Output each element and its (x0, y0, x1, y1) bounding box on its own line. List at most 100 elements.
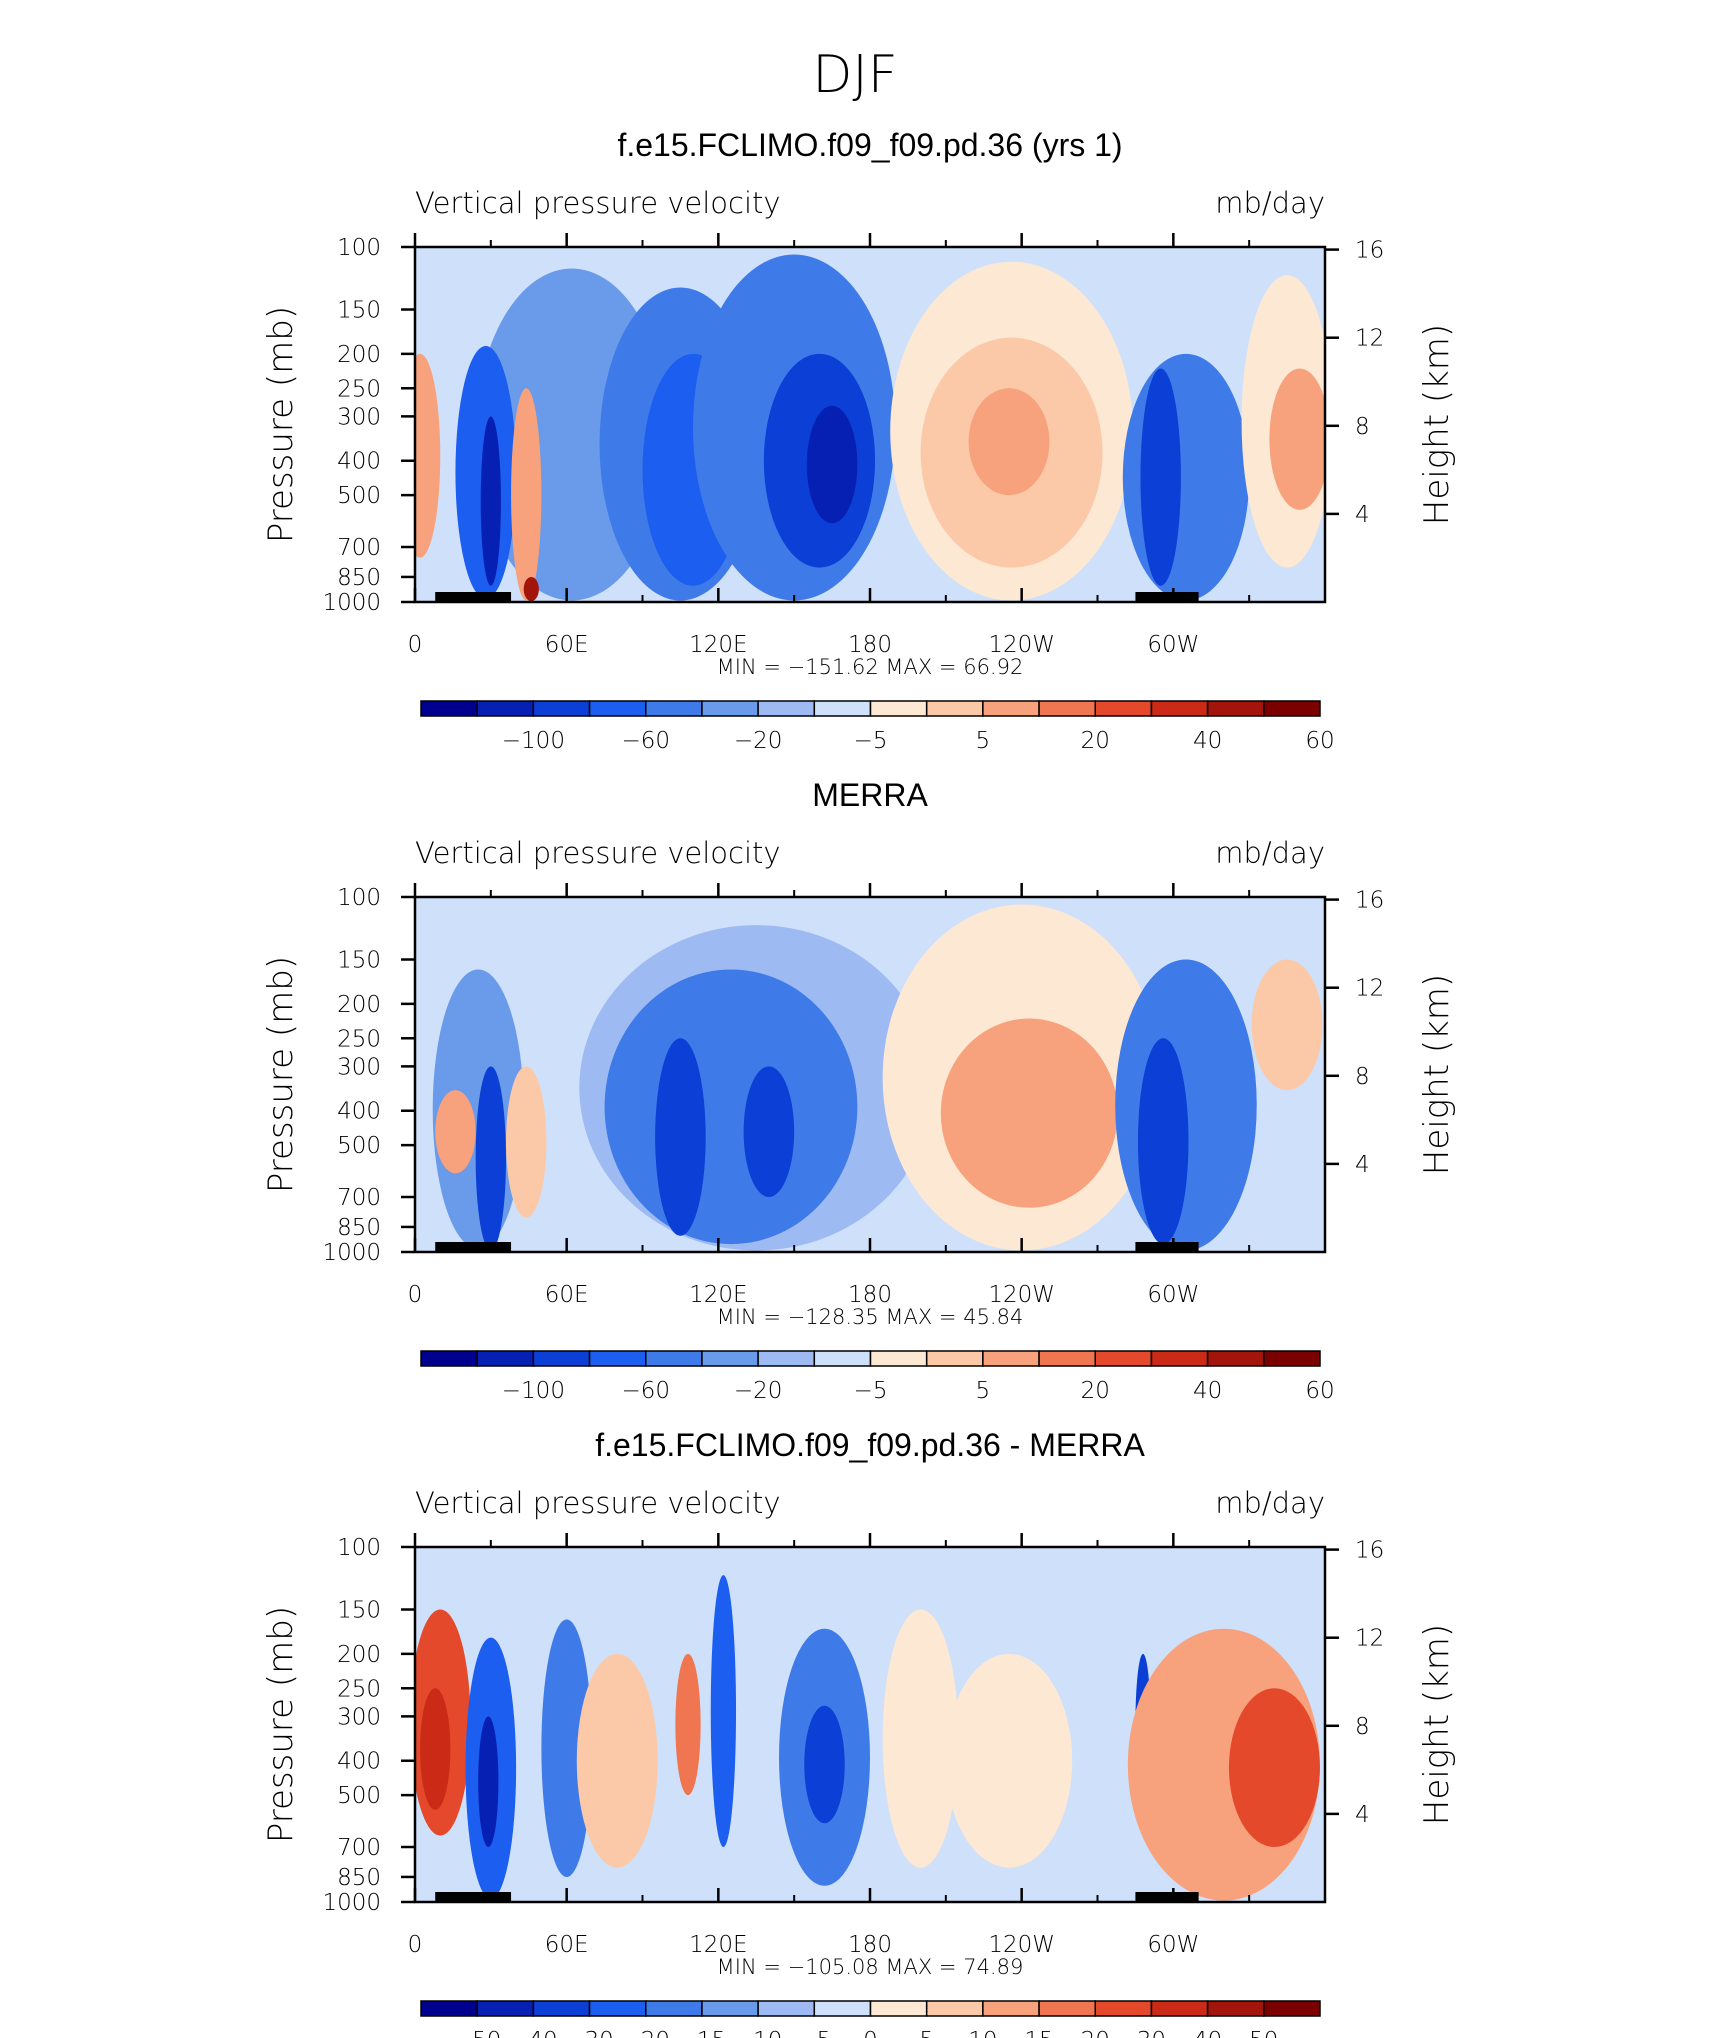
colorbar-label: −20 (734, 1378, 783, 1404)
x-tick-label: 120E (689, 1932, 747, 1958)
topography (490, 1892, 512, 1902)
colorbar-label: −5 (854, 728, 888, 754)
contour-region (1251, 959, 1323, 1091)
y-tick-label: 1000 (322, 590, 381, 616)
y-tick-label: 100 (337, 1535, 381, 1561)
y-tick-label: 850 (337, 1215, 381, 1241)
y-tick-label: 150 (337, 1598, 381, 1624)
contour-region (415, 353, 441, 558)
contour-region (743, 1066, 795, 1198)
field-layer (415, 247, 1325, 602)
y-tick-label: 500 (337, 1783, 381, 1809)
colorbar-label: 20 (1081, 1378, 1110, 1404)
contour-region (480, 416, 501, 586)
y-tick-label: 150 (337, 298, 381, 324)
y2-tick-label: 4 (1355, 502, 1370, 528)
left-label: Vertical pressure velocity (415, 836, 781, 870)
min-max-stats: MIN = −105.08 MAX = 74.89 (717, 1955, 1024, 1979)
colorbar-swatch (1263, 700, 1321, 717)
colorbar-label: 5 (919, 2028, 934, 2038)
topography (490, 592, 512, 602)
y-tick-label: 200 (337, 1642, 381, 1668)
colorbar-swatch (1038, 1350, 1096, 1367)
x-tick-label: 0 (408, 1932, 423, 1958)
colorbar-label: 40 (1193, 728, 1222, 754)
colorbar-swatch (1094, 700, 1153, 717)
x-tick-label: 120W (988, 632, 1055, 658)
topography (1135, 592, 1199, 602)
x-tick-label: 60W (1147, 1282, 1199, 1308)
contour-region (804, 1705, 845, 1824)
colorbar-swatch (757, 2000, 816, 2017)
colorbar-swatch (588, 700, 647, 717)
contour-region (882, 1609, 959, 1868)
x-tick-label: 60E (545, 632, 589, 658)
y2-tick-label: 12 (1355, 976, 1384, 1002)
colorbar-swatch (420, 2000, 478, 2017)
colorbar-swatch (1150, 700, 1209, 717)
y2-tick-label: 4 (1355, 1152, 1370, 1178)
colorbar-swatch (532, 1350, 591, 1367)
colorbar-swatch (476, 1350, 535, 1367)
x-tick-label: 180 (848, 1932, 892, 1958)
topography (435, 592, 496, 602)
y-tick-label: 300 (337, 404, 381, 430)
colorbar-swatch (1094, 2000, 1153, 2017)
colorbar-swatch (982, 1350, 1040, 1367)
colorbar-label: 50 (1249, 2028, 1278, 2038)
colorbar-swatch (1038, 700, 1096, 717)
colorbar-label: 40 (1193, 2028, 1222, 2038)
colorbar-label: −50 (453, 2028, 502, 2038)
y-tick-label: 150 (337, 948, 381, 974)
colorbar-swatch (1263, 1350, 1321, 1367)
colorbar-swatch (757, 700, 816, 717)
colorbar-label: 60 (1305, 1378, 1334, 1404)
x-tick-label: 120W (988, 1282, 1055, 1308)
colorbar-swatch (645, 700, 703, 717)
colorbar-label: −5 (797, 2028, 831, 2038)
colorbar-swatch (982, 2000, 1040, 2017)
contour-region (1140, 368, 1181, 586)
colorbar-label: 15 (1024, 2028, 1053, 2038)
chart-panel: f.e15.FCLIMO.f09_f09.pd.36 (yrs 1) Vertic… (261, 127, 1457, 754)
panel-title: MERRA (812, 777, 928, 813)
x-tick-label: 60W (1147, 1932, 1199, 1958)
x-tick-label: 180 (848, 1282, 892, 1308)
panel-title: f.e15.FCLIMO.f09_f09.pd.36 (yrs 1) (617, 127, 1122, 163)
colorbar-label: −30 (565, 2028, 614, 2038)
chart-panel: MERRA Vertical pressure velocity mb/day 0 60… (261, 777, 1457, 1404)
y-tick-label: 400 (337, 449, 381, 475)
y-axis-title: Pressure (mb) (261, 306, 301, 543)
contour-region (576, 1653, 658, 1868)
y2-axis-title: Height (km) (1417, 1624, 1457, 1825)
x-tick-label: 0 (408, 632, 423, 658)
colorbar-label: 5 (976, 1378, 991, 1404)
y-tick-label: 1000 (322, 1240, 381, 1266)
colorbar-swatch (588, 1350, 647, 1367)
units-label: mb/day (1215, 836, 1325, 870)
colorbar-swatch (757, 1350, 816, 1367)
colorbar-label: −15 (678, 2028, 727, 2038)
y-tick-label: 500 (337, 1133, 381, 1159)
colorbar-label: 5 (976, 728, 991, 754)
colorbar-swatch (645, 2000, 703, 2017)
y2-tick-label: 8 (1355, 414, 1370, 440)
figure-title: DJF (812, 45, 897, 105)
y-tick-label: 200 (337, 992, 381, 1018)
colorbar-swatch (701, 700, 759, 717)
colorbar-label: −20 (734, 728, 783, 754)
colorbar-swatch (869, 2000, 928, 2017)
y-axis-title: Pressure (mb) (261, 1606, 301, 1843)
y-tick-label: 100 (337, 885, 381, 911)
y-tick-label: 300 (337, 1704, 381, 1730)
colorbar-swatch (1206, 2000, 1265, 2017)
colorbar-swatch (1206, 700, 1265, 717)
contour-region (506, 1066, 547, 1218)
colorbar-swatch (982, 700, 1040, 717)
contour-region (710, 1575, 737, 1848)
colorbar-label: 0 (863, 2028, 878, 2038)
y2-tick-label: 16 (1355, 1538, 1384, 1564)
colorbar-swatch (869, 700, 928, 717)
topography (435, 1242, 496, 1252)
colorbar-swatch (1206, 1350, 1265, 1367)
